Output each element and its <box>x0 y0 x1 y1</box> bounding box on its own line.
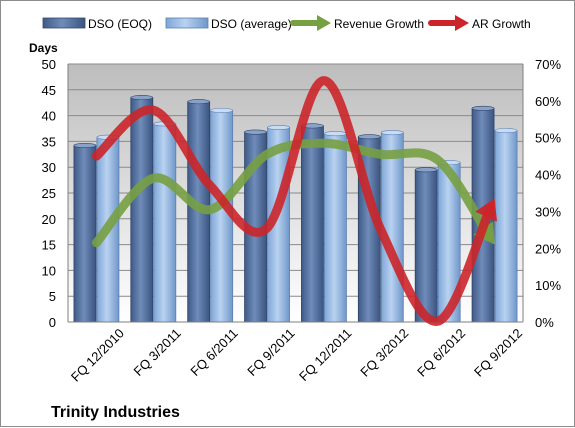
left-axis-tick-label: 25 <box>42 186 56 201</box>
left-axis-tick-label: 10 <box>42 263 56 278</box>
left-axis-ticks: 0 5 10 15 20 25 30 35 40 45 50 <box>42 57 56 330</box>
bar-dso-eoq-cap <box>130 95 154 101</box>
right-axis-tick-label: 30% <box>535 204 561 219</box>
bar-dso-average-cap <box>494 128 518 134</box>
legend-label-dso-eoq: DSO (EOQ) <box>88 17 152 31</box>
legend: DSO (EOQ) DSO (average) Revenue Growth A… <box>42 15 531 31</box>
left-axis-tick-label: 30 <box>42 160 56 175</box>
legend-swatch-dso-average <box>165 17 209 29</box>
legend-label-revenue-growth: Revenue Growth <box>334 17 424 31</box>
right-axis-tick-label: 50% <box>535 131 561 146</box>
left-axis-tick-label: 45 <box>42 83 56 98</box>
right-axis-tick-label: 0% <box>535 315 554 330</box>
legend-arrow-revenue-growth <box>317 15 331 31</box>
legend-arrow-ar-growth <box>455 15 469 31</box>
right-axis-tick-label: 70% <box>535 57 561 72</box>
bar-dso-eoq <box>73 145 97 323</box>
bar-dso-eoq-cap <box>471 105 495 111</box>
x-axis-tick-label: FQ 12/2010 <box>68 326 127 385</box>
bar-dso-average-cap <box>210 107 233 113</box>
bar-dso-eoq-cap <box>414 167 438 173</box>
legend-item-dso-eoq: DSO (EOQ) <box>42 17 152 31</box>
ar-growth-arrowhead <box>475 198 498 222</box>
right-axis-tick-label: 20% <box>535 241 561 256</box>
x-axis-tick-label: FQ 9/2012 <box>471 326 525 380</box>
bar-dso-average <box>380 132 404 323</box>
legend-item-ar-growth: AR Growth <box>428 15 531 31</box>
right-axis-ticks: 0% 10% 20% 30% 40% 50% 60% 70% <box>535 57 561 330</box>
x-axis-tick-label: FQ 3/2011 <box>131 326 184 379</box>
bar-dso-eoq-cap <box>187 99 210 105</box>
left-axis-tick-label: 15 <box>42 238 56 253</box>
legend-label-ar-growth: AR Growth <box>472 17 531 31</box>
x-axis-tick-label: FQ 6/2012 <box>414 326 468 380</box>
axes <box>67 64 524 323</box>
x-axis-tick-label: FQ 12/2011 <box>296 326 354 384</box>
bar-dso-average-cap <box>267 124 290 130</box>
y-axis-label: Days <box>29 41 58 55</box>
bar-dso-eoq-cap <box>244 129 267 135</box>
legend-item-revenue-growth: Revenue Growth <box>290 15 424 31</box>
bar-dso-eoq <box>301 125 324 323</box>
left-axis-tick-label: 50 <box>42 57 56 72</box>
right-axis-tick-label: 10% <box>535 278 561 293</box>
left-axis-tick-label: 40 <box>42 109 56 124</box>
x-axis-ticks: FQ 12/2010 FQ 3/2011 FQ 6/2011 FQ 9/2011FQ … <box>68 326 525 385</box>
right-axis-tick-label: 40% <box>535 168 561 183</box>
legend-item-dso-average: DSO (average) <box>165 17 292 31</box>
left-axis-tick-label: 20 <box>42 212 56 227</box>
legend-label-dso-average: DSO (average) <box>211 17 292 31</box>
bar-dso-average-cap <box>381 130 404 136</box>
left-axis-tick-label: 0 <box>49 315 56 330</box>
bar-dso-eoq-cap <box>358 134 381 140</box>
x-axis-tick-label: FQ 9/2011 <box>244 326 297 379</box>
legend-swatch-dso-eoq <box>42 17 86 29</box>
revenue-growth-line <box>91 138 494 248</box>
right-axis-tick-label: 60% <box>535 94 561 109</box>
x-axis-tick-label: FQ 6/2011 <box>187 326 240 379</box>
bars <box>73 95 518 323</box>
bar-dso-eoq <box>130 97 154 323</box>
bar-dso-average-cap <box>324 131 347 137</box>
left-axis-tick-label: 5 <box>49 289 56 304</box>
ar-growth-line <box>91 76 495 326</box>
chart-title: Trinity Industries <box>51 404 180 421</box>
bar-dso-average <box>153 123 177 323</box>
bar-dso-average <box>494 130 518 323</box>
bar-dso-eoq-cap <box>73 143 97 149</box>
bar-dso-average <box>324 133 347 323</box>
left-axis-tick-label: 35 <box>42 134 56 149</box>
x-axis-tick-label: FQ 3/2012 <box>357 326 411 380</box>
growth-lines <box>91 76 498 326</box>
